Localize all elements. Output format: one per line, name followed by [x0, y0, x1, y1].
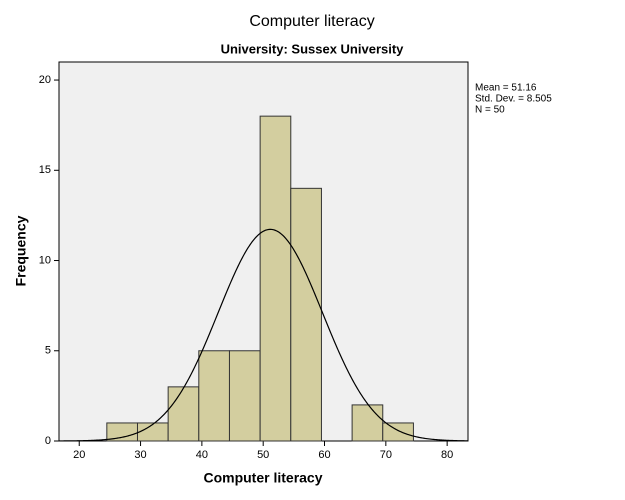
- bar: [198, 350, 230, 442]
- x-tick-label: 50: [257, 449, 269, 461]
- stat-label: Std. Dev. = 8.505: [475, 94, 552, 105]
- normal-curve: [59, 228, 469, 442]
- stat-label: N = 50: [475, 105, 505, 116]
- y-tick-label: 5: [45, 345, 51, 357]
- x-tick-label: 70: [380, 449, 392, 461]
- x-tick-label: 80: [441, 449, 453, 461]
- y-tick-label: 10: [39, 254, 51, 266]
- chart-subtitle: University: Sussex University: [221, 41, 405, 56]
- x-tick-label: 60: [318, 449, 330, 461]
- y-axis-label: Frequency: [13, 215, 29, 286]
- chart-title: Computer literacy: [249, 13, 374, 30]
- x-tick-label: 40: [196, 449, 208, 461]
- y-tick-label: 20: [39, 74, 51, 86]
- x-axis-label: Computer literacy: [203, 470, 322, 486]
- bar: [106, 422, 138, 442]
- bar: [351, 404, 384, 442]
- y-tick-label: 0: [45, 435, 51, 447]
- y-tick-label: 15: [39, 164, 51, 176]
- bar: [382, 422, 414, 442]
- x-tick-label: 20: [73, 449, 85, 461]
- x-tick-label: 30: [134, 449, 146, 461]
- stat-label: Mean = 51.16: [475, 83, 537, 94]
- bar: [167, 386, 200, 442]
- bar: [228, 350, 261, 442]
- bar: [136, 422, 169, 442]
- bar: [259, 115, 292, 442]
- bar: [290, 187, 322, 442]
